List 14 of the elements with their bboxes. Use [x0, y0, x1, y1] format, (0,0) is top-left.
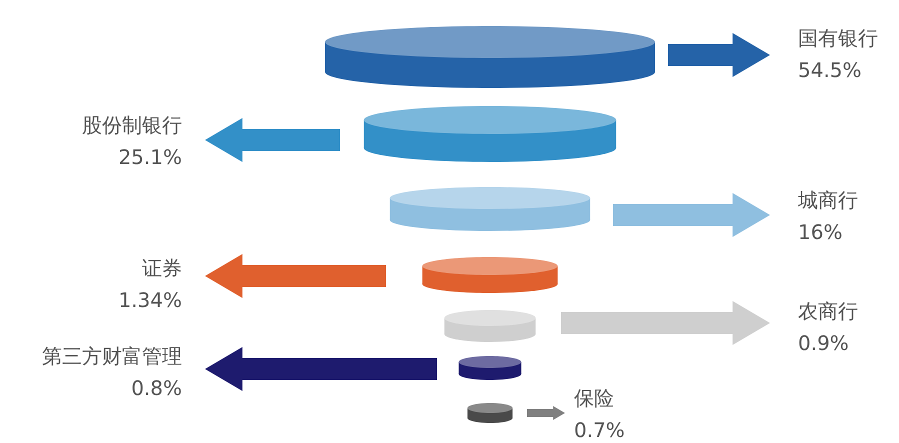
category-label: 国有银行: [798, 26, 878, 50]
category-label: 第三方财富管理: [42, 344, 182, 368]
category-label: 证券: [142, 256, 182, 280]
data-label: 0.8%: [131, 376, 182, 400]
category-label: 农商行: [798, 299, 858, 323]
data-label: 54.5%: [798, 58, 862, 82]
data-label: 0.7%: [574, 418, 625, 442]
data-label: 1.34%: [118, 288, 182, 312]
category-label: 保险: [574, 386, 614, 410]
data-label: 16%: [798, 220, 842, 244]
category-label: 城商行: [797, 188, 858, 212]
category-label: 股份制银行: [82, 113, 182, 137]
data-label: 0.9%: [798, 331, 849, 355]
data-label: 25.1%: [118, 145, 182, 169]
